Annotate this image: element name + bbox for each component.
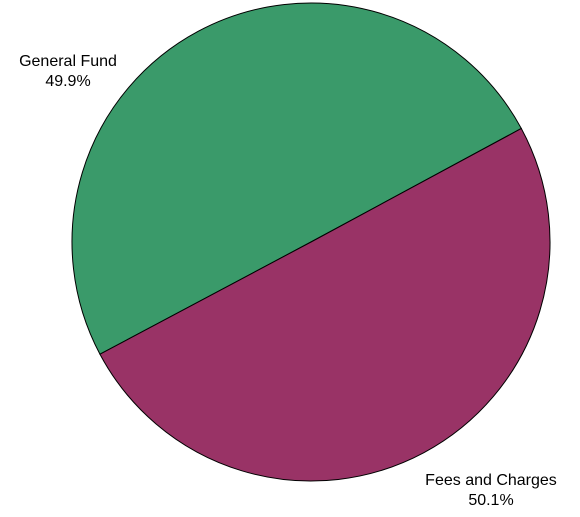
pie-slice <box>99 127 551 482</box>
slice-value-label: 50.1% <box>468 492 513 509</box>
slice-label: Fees and Charges <box>425 472 557 489</box>
slice-value-label: 49.9% <box>45 73 90 90</box>
pie-slice <box>71 2 522 355</box>
slice-label: General Fund <box>19 53 117 70</box>
